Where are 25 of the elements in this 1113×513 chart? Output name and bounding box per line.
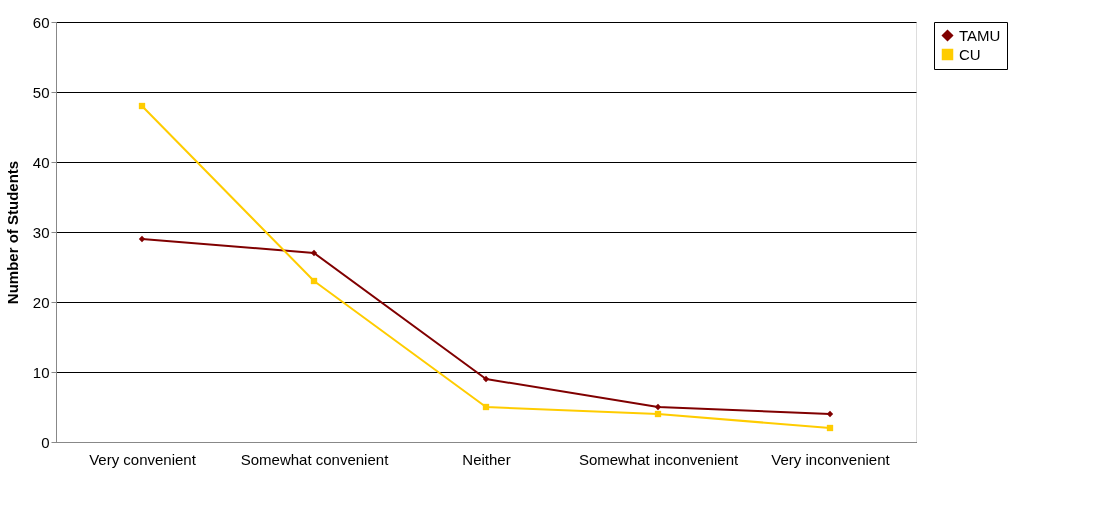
point [482,403,490,411]
legend-label: TAMU [959,26,1001,44]
point [482,375,490,383]
y-axis-title: Number of Students [3,160,21,305]
y-tick-label: 0 [41,433,50,451]
x-tick-label: Neither [462,450,511,468]
legend-label: CU [959,45,981,63]
point [826,410,834,418]
y-tick-label: 60 [32,13,50,31]
y-tick-label: 50 [32,83,50,101]
x-tick-label: Very convenient [89,450,197,468]
point [654,403,662,411]
y-tick-label: 10 [32,363,50,381]
x-tick-label: Very inconvenient [771,450,891,468]
x-tick-label: Somewhat inconvenient [578,450,739,468]
point [654,410,662,418]
point [310,249,318,257]
x-tick-label: Somewhat convenient [240,450,390,468]
point [138,235,146,243]
y-tick-label: 40 [32,153,50,171]
y-tick-label: 20 [32,293,50,311]
point [310,277,318,285]
point [826,424,834,432]
y-tick-label: 30 [32,223,50,241]
point [138,102,146,110]
